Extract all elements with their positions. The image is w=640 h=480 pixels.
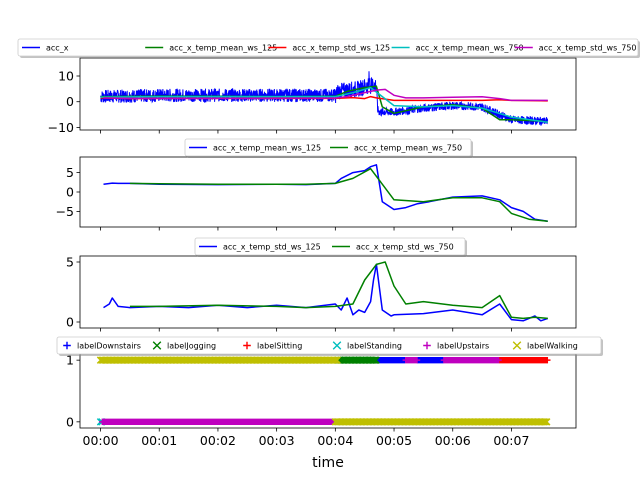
- line-acc_x_temp_mean_ws_750: [129, 167, 548, 222]
- legend-entry-acc_x_temp_mean_ws_750: acc_x_temp_mean_ws_750: [330, 144, 462, 153]
- legend-entry-labelDownstairs: labelDownstairs: [63, 342, 141, 351]
- plot-marks: [96, 356, 551, 426]
- legend-label: acc_x_temp_mean_ws_750: [354, 144, 462, 153]
- line-acc_x_temp_std_ws_750: [103, 88, 548, 102]
- plot-marks: [100, 71, 549, 126]
- x-tick-label: 00:03: [259, 433, 295, 448]
- legend-label: labelStanding: [347, 342, 402, 351]
- y-tick-label: −5: [56, 204, 74, 219]
- legend-marker: [423, 341, 431, 350]
- series-labelSitting: [496, 356, 551, 364]
- series-acc_x_temp_std_ws_750: [129, 261, 548, 320]
- series-acc_x_temp_mean_ws_750: [129, 167, 548, 222]
- legend-label: labelDownstairs: [77, 342, 141, 351]
- legend-entry-acc_x_temp_std_ws_125: acc_x_temp_std_ws_125: [268, 44, 390, 53]
- marker-run-labelSitting: [496, 356, 551, 364]
- series-acc_x_temp_std_ws_750: [103, 88, 548, 102]
- x-tick-label: 00:01: [141, 433, 177, 448]
- chart-panel-4: 0 1 00:00 00:01 00:02 00:03 00:04 00:05 00:06 00:…: [56, 336, 603, 448]
- marker-run-labelUpstairs: [99, 418, 338, 426]
- chart-panel-1: −10 0 10 acc_x acc_x_temp_mean_ws_125 acc_x_t…: [17, 38, 640, 135]
- legend-label: acc_x_temp_std_ws_750: [539, 44, 637, 53]
- legend: acc_x_temp_std_ws_125 acc_x_temp_std_ws_7…: [194, 237, 467, 257]
- legend-marker: [512, 341, 522, 350]
- legend-label: acc_x_temp_mean_ws_750: [416, 44, 524, 53]
- y-tick-label: 0: [66, 185, 74, 200]
- x-tick-label: 00:04: [317, 433, 353, 448]
- x-tick-label: 00:02: [200, 433, 236, 448]
- legend-entry-acc_x_temp_std_ws_125: acc_x_temp_std_ws_125: [199, 243, 321, 252]
- legend-label: acc_x_temp_std_ws_750: [356, 243, 454, 252]
- legend-label: acc_x: [46, 44, 69, 53]
- plot-area-frame: [79, 255, 577, 329]
- marker-run-labelUpstairs: [440, 356, 502, 364]
- x-tick-label: 00:00: [83, 433, 119, 448]
- marker-run-labelUpstairs: [402, 356, 421, 364]
- marker-run-labelWalking: [96, 356, 341, 364]
- legend-label: labelWalking: [527, 342, 578, 351]
- legend-marker: [152, 341, 162, 350]
- plot-area-frame: [79, 353, 577, 429]
- legend-entry-acc_x_temp_mean_ws_125: acc_x_temp_mean_ws_125: [189, 144, 321, 153]
- legend-marker: [243, 341, 251, 350]
- legend-entry-acc_x_temp_mean_ws_750: acc_x_temp_mean_ws_750: [391, 44, 524, 53]
- legend-label: acc_x_temp_std_ws_125: [223, 243, 321, 252]
- plot-marks: [103, 261, 549, 322]
- plot-area-frame: [79, 156, 577, 228]
- x-axis-label: time: [312, 455, 344, 471]
- legend-marker: [332, 341, 342, 350]
- y-tick-label: 10: [58, 69, 74, 84]
- line-acc_x: [100, 71, 549, 126]
- legend-label: acc_x_temp_mean_ws_125: [169, 44, 277, 53]
- series-labelJogging: [334, 356, 380, 364]
- series-acc_x_temp_mean_ws_750: [100, 86, 548, 124]
- legend: labelDownstairs labelJogging labelSitting l…: [56, 336, 603, 356]
- marker-run-labelWalking: [331, 418, 551, 426]
- series-labelWalking: [96, 356, 551, 426]
- y-tick-label: 5: [66, 255, 74, 270]
- line-acc_x_temp_std_ws_750: [129, 261, 548, 320]
- x-tick-label: 00:06: [435, 433, 471, 448]
- x-tick-label: 00:05: [376, 433, 412, 448]
- x-tick-label: 00:07: [493, 433, 529, 448]
- legend-entry-labelSitting: labelSitting: [243, 342, 302, 351]
- legend-label: acc_x_temp_std_ws_125: [292, 44, 390, 53]
- legend-entry-acc_x: acc_x: [22, 44, 69, 53]
- legend-label: labelUpstairs: [437, 342, 489, 351]
- legend-entry-labelStanding: labelStanding: [332, 341, 402, 351]
- legend-label: labelJogging: [167, 342, 216, 351]
- line-acc_x_temp_mean_ws_750: [100, 86, 548, 124]
- y-tick-label: −10: [48, 120, 74, 135]
- y-tick-label: 0: [66, 414, 74, 429]
- y-tick-label: 0: [66, 94, 74, 109]
- series-acc_x: [100, 71, 549, 126]
- legend-entry-acc_x_temp_std_ws_750: acc_x_temp_std_ws_750: [514, 44, 637, 53]
- legend-entry-acc_x_temp_mean_ws_125: acc_x_temp_mean_ws_125: [145, 44, 277, 53]
- y-tick-label: 5: [66, 165, 74, 180]
- legend-marker: [63, 341, 71, 350]
- marker-run-labelJogging: [334, 356, 380, 364]
- series-labelUpstairs: [99, 356, 502, 426]
- legend-entry-labelUpstairs: labelUpstairs: [423, 342, 489, 351]
- legend: acc_x_temp_mean_ws_125 acc_x_temp_mean_ws…: [184, 138, 473, 158]
- plot-marks: [103, 164, 548, 222]
- legend: acc_x acc_x_temp_mean_ws_125 acc_x_temp_st…: [17, 38, 640, 58]
- legend-entry-labelJogging: labelJogging: [152, 341, 216, 351]
- y-tick-label: 0: [66, 315, 74, 330]
- legend-label: acc_x_temp_mean_ws_125: [213, 144, 321, 153]
- legend-label: labelSitting: [257, 342, 302, 351]
- legend-entry-labelWalking: labelWalking: [512, 341, 578, 351]
- legend-entry-acc_x_temp_std_ws_750: acc_x_temp_std_ws_750: [332, 243, 454, 252]
- y-tick-label: 1: [66, 353, 74, 368]
